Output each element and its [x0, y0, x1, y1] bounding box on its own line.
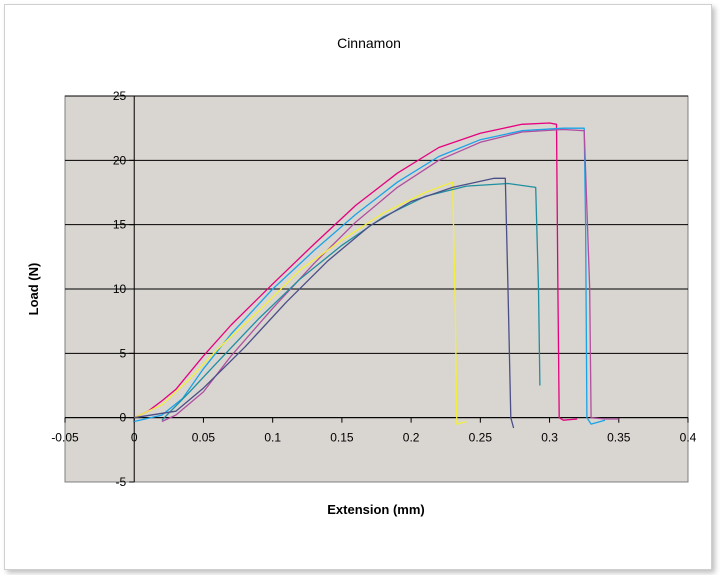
- series-line-1: [133, 122, 578, 421]
- series-group: [133, 122, 619, 429]
- series-line-6: [134, 177, 515, 429]
- series-line-2: [134, 127, 606, 425]
- y-tick-label: -5: [116, 475, 127, 489]
- chart-title: Cinnamon: [337, 35, 401, 51]
- x-tick-label: 0.15: [330, 431, 354, 445]
- series-line-3: [161, 128, 619, 423]
- y-tick-label: 0: [120, 411, 127, 425]
- x-tick-labels: -0.05 0 0.05 0.1 0.15 0.2 0.25 0.3 0.35 0.4: [51, 431, 696, 445]
- x-tick-label: 0.3: [541, 431, 558, 445]
- x-tick-label: 0: [131, 431, 138, 445]
- x-tick-label: 0.4: [680, 431, 697, 445]
- x-axis-label: Extension (mm): [327, 502, 425, 517]
- y-tick-label: 10: [113, 282, 127, 296]
- y-tick-label: 20: [113, 153, 127, 167]
- x-tick-label: 0.1: [264, 431, 281, 445]
- series-line-5: [161, 182, 541, 421]
- chart: Cinnamon -0.05 0 0.05 0.1 0.15 0.2 0.25 0.3 0.35…: [26, 35, 697, 517]
- x-tick-label: 0.35: [607, 431, 631, 445]
- y-tick-label: 25: [113, 89, 127, 103]
- y-axis-label: Load (N): [26, 263, 41, 316]
- series-line-4: [133, 181, 467, 425]
- y-tick-label: 5: [120, 346, 127, 360]
- y-tick-label: 15: [113, 218, 127, 232]
- x-tick-label: 0.05: [192, 431, 216, 445]
- x-tick-label: -0.05: [51, 431, 79, 445]
- y-tick-labels: -5 0 5 10 15 20 25: [113, 89, 127, 489]
- x-tick-label: 0.25: [469, 431, 493, 445]
- chart-frame: Cinnamon -0.05 0 0.05 0.1 0.15 0.2 0.25 0.3 0.35…: [4, 4, 712, 570]
- x-tick-label: 0.2: [403, 431, 420, 445]
